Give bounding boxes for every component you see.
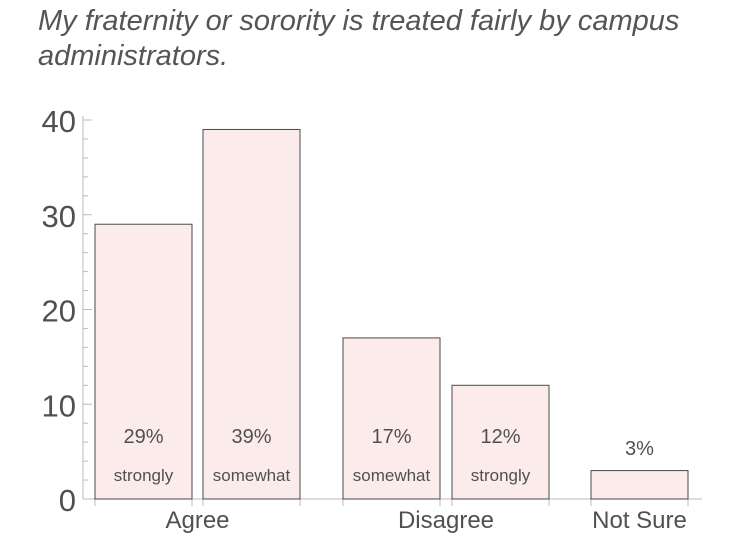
category-label: Not Sure <box>592 507 687 534</box>
y-axis: 0 10 20 30 40 <box>42 104 92 518</box>
bar <box>94 223 193 500</box>
y-tick-label: 20 <box>42 294 76 329</box>
bar-sub-label: somewhat <box>213 466 291 485</box>
bar-labels: 29% strongly 39% somewhat 17% somewhat 12% stro… <box>114 426 654 485</box>
bar-value-label: 17% <box>371 426 411 448</box>
category-label: Agree <box>165 507 229 534</box>
category-label: Disagree <box>398 507 494 534</box>
bar <box>202 128 301 500</box>
y-tick-label: 40 <box>42 104 76 139</box>
chart-title: My fraternity or sorority is treated fai… <box>38 5 680 72</box>
y-tick-label: 0 <box>59 483 76 518</box>
bar-sub-label: somewhat <box>353 466 431 485</box>
bar <box>590 470 689 500</box>
bar-sub-label: strongly <box>114 466 174 485</box>
bar <box>451 384 550 500</box>
y-tick-label: 10 <box>42 388 76 423</box>
category-labels: Agree Disagree Not Sure <box>165 507 686 534</box>
y-tick-label: 30 <box>42 199 76 234</box>
bar-value-label: 39% <box>231 426 271 448</box>
bar-value-label: 29% <box>123 426 163 448</box>
bar-value-label: 12% <box>480 426 520 448</box>
x-axis <box>83 498 702 506</box>
bar <box>342 337 441 500</box>
bar-sub-label: strongly <box>471 466 531 485</box>
bar-value-label: 3% <box>625 438 654 460</box>
bars <box>94 128 689 500</box>
